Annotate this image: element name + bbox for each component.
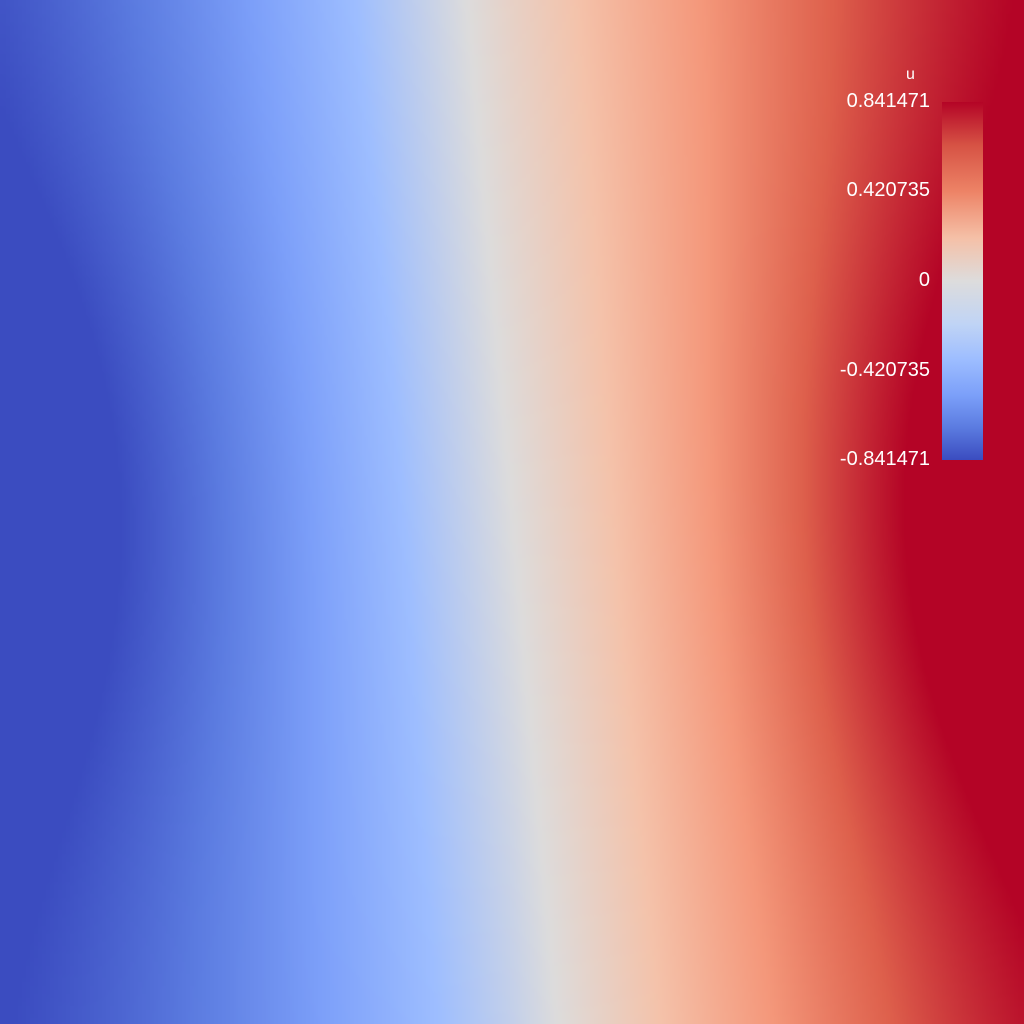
colorbar-tick-label: 0.841471 <box>846 90 930 112</box>
colorbar-gradient <box>942 102 983 460</box>
colorbar-tick-label: 0 <box>918 269 930 291</box>
colorbar-tick-label: 0.420735 <box>846 179 930 201</box>
colorbar-title: u <box>906 66 915 83</box>
colorbar-tick-label: -0.841471 <box>839 448 930 470</box>
colorbar-tick-label: -0.420735 <box>839 359 930 381</box>
